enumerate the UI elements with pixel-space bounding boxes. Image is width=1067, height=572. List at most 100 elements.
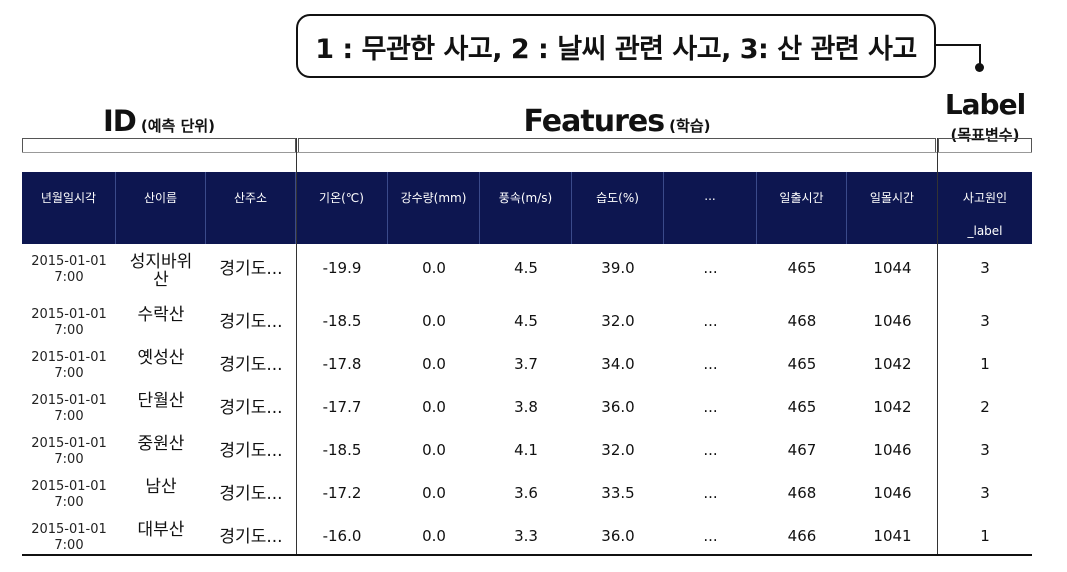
cell-wind: 4.5 xyxy=(514,312,538,330)
cell-sunrise: 468 xyxy=(787,484,817,502)
cell-datetime: 2015-01-01 7:00 xyxy=(22,430,116,468)
cell-mountain: 옛성산 xyxy=(137,348,185,368)
cell-time: 7:00 xyxy=(54,366,84,381)
header-sunset-text: 일몰시간 xyxy=(869,191,915,205)
header-mountain-text: 산이름 xyxy=(143,191,178,205)
cell-date: 2015-01-01 xyxy=(31,436,107,451)
cell-humidity: 39.0 xyxy=(601,259,635,277)
cell-mountain: 수락산 xyxy=(137,305,185,325)
cell-wind: 3.8 xyxy=(514,398,538,416)
cell-wind: 3.3 xyxy=(514,527,538,545)
cell-sunset: 1042 xyxy=(873,398,912,416)
cell-humidity: 32.0 xyxy=(601,441,635,459)
header-mountain: 산이름 xyxy=(116,172,206,244)
label-group-bracket xyxy=(938,138,1032,152)
table-bottom-border xyxy=(22,554,1032,556)
id-group-title: ID (예측 단위) xyxy=(22,104,296,138)
cell-wind: 3.7 xyxy=(514,355,538,373)
cell-address: 경기도... xyxy=(219,527,283,547)
table-row: 2015-01-01 7:00 성지바위 산 경기도... -19.9 0.0 4.5 39.… xyxy=(22,248,1032,291)
cell-etc: ... xyxy=(703,355,718,373)
cell-etc: ... xyxy=(703,259,718,277)
cell-date: 2015-01-01 xyxy=(31,350,107,365)
features-group-title: Features (학습) xyxy=(298,104,936,139)
cell-sunset: 1044 xyxy=(873,259,912,277)
cell-humidity: 36.0 xyxy=(601,398,635,416)
cell-datetime: 2015-01-01 7:00 xyxy=(22,301,116,339)
cell-etc: ... xyxy=(703,484,718,502)
cell-address: 경기도... xyxy=(219,259,283,279)
cell-date: 2015-01-01 xyxy=(31,307,107,322)
header-address-text: 산주소 xyxy=(233,191,268,205)
legend-connector-horizontal xyxy=(936,44,980,46)
cell-etc: ... xyxy=(703,312,718,330)
cell-wind: 4.5 xyxy=(514,259,538,277)
cell-date: 2015-01-01 xyxy=(31,393,107,408)
id-group-name: ID xyxy=(102,104,137,138)
cell-label: 3 xyxy=(980,484,990,502)
header-humidity: 습도(%) xyxy=(572,172,664,244)
header-sunset: 일몰시간 xyxy=(847,172,938,244)
label-legend-text: 1 : 무관한 사고, 2 : 날씨 관련 사고, 3: 산 관련 사고 xyxy=(315,33,917,65)
cell-etc: ... xyxy=(703,527,718,545)
header-temp: 기온(℃) xyxy=(296,172,388,244)
header-datetime-text: 년월일시각 xyxy=(40,191,97,205)
cell-time: 7:00 xyxy=(54,538,84,553)
table-header: 년월일시각 산이름 산주소 기온(℃) 강수량(mm) 풍속(m/s) 습도(%)... 일출… xyxy=(22,172,1032,244)
cell-time: 7:00 xyxy=(54,323,84,338)
cell-mountain: 성지바위 산 xyxy=(129,252,193,290)
cell-datetime: 2015-01-01 7:00 xyxy=(22,516,116,554)
cell-sunset: 1046 xyxy=(873,441,912,459)
cell-label: 3 xyxy=(980,312,990,330)
cell-sunrise: 468 xyxy=(787,312,817,330)
cell-rain: 0.0 xyxy=(422,527,446,545)
header-label-text: 사고원인 xyxy=(962,191,1008,205)
cell-time: 7:00 xyxy=(54,495,84,510)
cell-address: 경기도... xyxy=(219,441,283,461)
cell-mountain: 대부산 xyxy=(137,520,185,540)
label-legend-box: 1 : 무관한 사고, 2 : 날씨 관련 사고, 3: 산 관련 사고 xyxy=(296,14,936,78)
cell-mountain: 남산 xyxy=(145,477,177,497)
cell-datetime: 2015-01-01 7:00 xyxy=(22,344,116,382)
cell-label: 2 xyxy=(980,398,990,416)
cell-humidity: 32.0 xyxy=(601,312,635,330)
cell-humidity: 36.0 xyxy=(601,527,635,545)
cell-date: 2015-01-01 xyxy=(31,522,107,537)
features-group-desc: (학습) xyxy=(669,117,711,135)
cell-sunrise: 467 xyxy=(787,441,817,459)
table-row: 2015-01-01 7:00 단월산 경기도... -17.7 0.0 3.8 36.0..… xyxy=(22,387,1032,430)
cell-label: 1 xyxy=(980,355,990,373)
header-wind-text: 풍속(m/s) xyxy=(498,191,553,205)
cell-address: 경기도... xyxy=(219,484,283,504)
cell-temp: -18.5 xyxy=(322,312,362,330)
cell-rain: 0.0 xyxy=(422,259,446,277)
cell-sunset: 1046 xyxy=(873,484,912,502)
cell-sunset: 1042 xyxy=(873,355,912,373)
cell-date: 2015-01-01 xyxy=(31,254,107,269)
features-label-divider xyxy=(937,138,938,554)
cell-humidity: 33.5 xyxy=(601,484,635,502)
cell-rain: 0.0 xyxy=(422,484,446,502)
cell-wind: 4.1 xyxy=(514,441,538,459)
header-rain: 강수량(mm) xyxy=(388,172,480,244)
cell-wind: 3.6 xyxy=(514,484,538,502)
header-humidity-text: 습도(%) xyxy=(596,191,639,205)
cell-temp: -17.2 xyxy=(322,484,362,502)
cell-temp: -17.7 xyxy=(322,398,362,416)
cell-time: 7:00 xyxy=(54,409,84,424)
cell-label: 3 xyxy=(980,441,990,459)
cell-datetime: 2015-01-01 7:00 xyxy=(22,387,116,425)
header-datetime: 년월일시각 xyxy=(22,172,116,244)
cell-temp: -17.8 xyxy=(322,355,362,373)
table-row: 2015-01-01 7:00 대부산 경기도... -16.0 0.0 3.3 36.0..… xyxy=(22,516,1032,559)
id-features-divider xyxy=(296,138,297,554)
cell-rain: 0.0 xyxy=(422,312,446,330)
header-label-subtext: _label xyxy=(967,224,1003,238)
table-row: 2015-01-01 7:00 중원산 경기도... -18.5 0.0 4.1 32.0..… xyxy=(22,430,1032,473)
cell-label: 1 xyxy=(980,527,990,545)
cell-time: 7:00 xyxy=(54,270,84,285)
header-address: 산주소 xyxy=(206,172,296,244)
cell-rain: 0.0 xyxy=(422,441,446,459)
table-row: 2015-01-01 7:00 옛성산 경기도... -17.8 0.0 3.7 34.0..… xyxy=(22,344,1032,387)
label-group-title: Label (목표변수) xyxy=(938,89,1032,143)
